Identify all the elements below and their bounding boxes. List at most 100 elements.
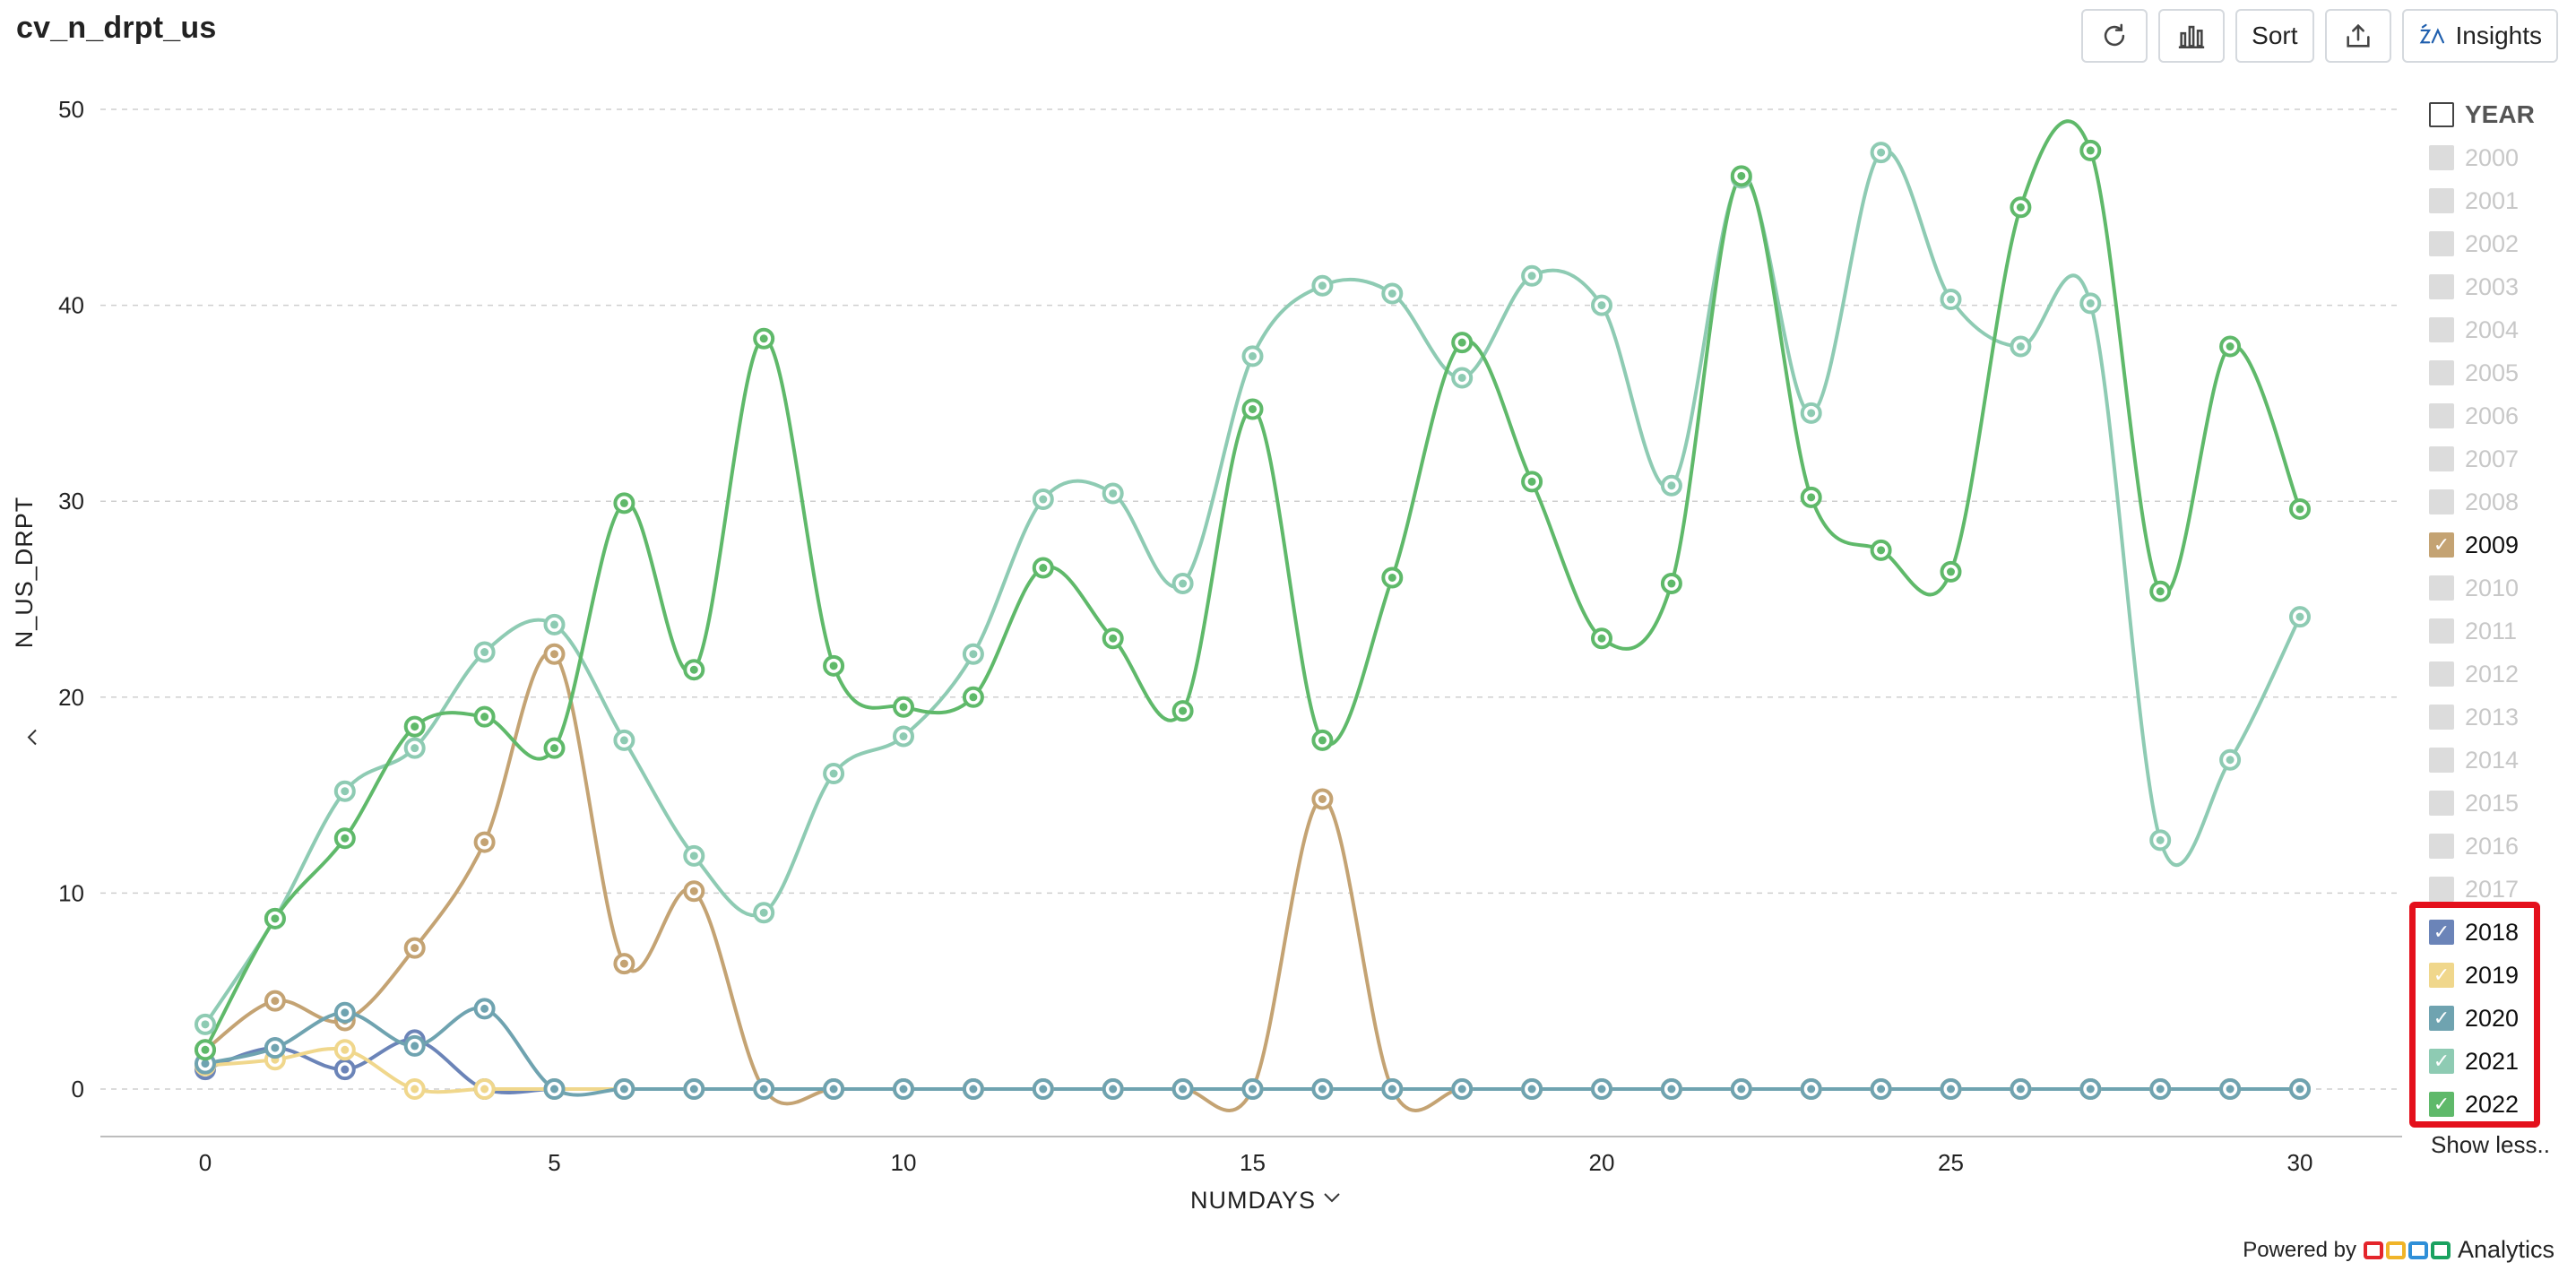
- data-point-2020[interactable]: [1171, 1078, 1194, 1100]
- data-point-2020[interactable]: [2219, 1078, 2242, 1100]
- legend-checkbox[interactable]: ✓: [2429, 963, 2454, 988]
- legend-item-2013[interactable]: 2013: [2429, 696, 2569, 739]
- legend-header[interactable]: YEAR: [2429, 93, 2569, 136]
- refresh-button[interactable]: [2081, 9, 2148, 63]
- legend-item-2014[interactable]: 2014: [2429, 739, 2569, 782]
- legend-item-2015[interactable]: 2015: [2429, 782, 2569, 825]
- data-point-2009[interactable]: [1311, 788, 1334, 810]
- data-point-2021[interactable]: [1451, 367, 1474, 389]
- data-point-2021[interactable]: [2010, 335, 2032, 358]
- legend-item-2017[interactable]: 2017: [2429, 868, 2569, 911]
- legend-checkbox[interactable]: [2429, 705, 2454, 730]
- legend-checkbox[interactable]: [2429, 317, 2454, 342]
- legend-item-2001[interactable]: 2001: [2429, 179, 2569, 222]
- legend-checkbox[interactable]: ✓: [2429, 920, 2454, 945]
- data-point-2022[interactable]: [1870, 539, 1892, 561]
- data-point-2021[interactable]: [893, 725, 914, 748]
- data-point-2021[interactable]: [1660, 474, 1682, 497]
- data-point-2022[interactable]: [1660, 573, 1682, 595]
- data-point-2022[interactable]: [1102, 627, 1124, 650]
- legend-checkbox[interactable]: [2429, 661, 2454, 687]
- data-point-2021[interactable]: [683, 844, 705, 867]
- data-point-2022[interactable]: [1451, 332, 1474, 354]
- data-point-2022[interactable]: [1381, 566, 1404, 589]
- legend-item-2008[interactable]: 2008: [2429, 480, 2569, 523]
- data-point-2022[interactable]: [1032, 557, 1054, 579]
- data-point-2022[interactable]: [1311, 729, 1334, 751]
- chevron-down-icon[interactable]: [1324, 1193, 1340, 1203]
- data-point-2020[interactable]: [962, 1078, 984, 1100]
- data-point-2020[interactable]: [1032, 1078, 1054, 1100]
- data-point-2009[interactable]: [613, 953, 635, 975]
- data-point-2018[interactable]: [333, 1059, 356, 1081]
- data-point-2020[interactable]: [2149, 1078, 2172, 1100]
- data-point-2020[interactable]: [683, 1078, 705, 1100]
- data-point-2022[interactable]: [1521, 471, 1543, 493]
- sort-button[interactable]: Sort: [2235, 9, 2314, 63]
- legend-item-2011[interactable]: 2011: [2429, 610, 2569, 653]
- data-point-2019[interactable]: [473, 1078, 496, 1100]
- legend-item-2020[interactable]: ✓ 2020: [2429, 997, 2569, 1040]
- data-point-2021[interactable]: [1241, 345, 1264, 367]
- data-point-2022[interactable]: [2079, 139, 2102, 161]
- data-point-2021[interactable]: [1311, 274, 1334, 297]
- data-point-2020[interactable]: [613, 1078, 635, 1100]
- legend-checkbox[interactable]: [2429, 575, 2454, 601]
- legend-item-2000[interactable]: 2000: [2429, 136, 2569, 179]
- data-point-2021[interactable]: [403, 737, 426, 759]
- data-point-2020[interactable]: [403, 1034, 426, 1057]
- data-point-2021[interactable]: [333, 780, 356, 802]
- legend-item-2016[interactable]: 2016: [2429, 825, 2569, 868]
- data-point-2020[interactable]: [1381, 1078, 1404, 1100]
- data-point-2022[interactable]: [1591, 627, 1612, 650]
- data-point-2022[interactable]: [823, 654, 845, 677]
- legend-checkbox[interactable]: [2429, 403, 2454, 428]
- legend-checkbox[interactable]: ✓: [2429, 1006, 2454, 1031]
- data-point-2022[interactable]: [333, 827, 356, 850]
- data-point-2021[interactable]: [543, 613, 566, 636]
- insights-button[interactable]: Insights: [2401, 9, 2558, 63]
- data-point-2022[interactable]: [1241, 398, 1264, 420]
- legend-checkbox[interactable]: ✓: [2429, 1049, 2454, 1074]
- data-point-2021[interactable]: [823, 763, 845, 785]
- data-point-2020[interactable]: [1311, 1078, 1334, 1100]
- data-point-2021[interactable]: [1940, 289, 1962, 311]
- legend-item-2007[interactable]: 2007: [2429, 437, 2569, 480]
- data-point-2020[interactable]: [1730, 1078, 1752, 1100]
- legend-checkbox[interactable]: [2429, 274, 2454, 299]
- y-axis-title[interactable]: N_US_DRPT: [11, 497, 38, 649]
- data-point-2020[interactable]: [543, 1078, 566, 1100]
- legend-item-2019[interactable]: ✓ 2019: [2429, 954, 2569, 997]
- data-point-2020[interactable]: [1660, 1078, 1682, 1100]
- data-point-2021[interactable]: [1870, 142, 1892, 164]
- data-point-2020[interactable]: [333, 1001, 356, 1024]
- data-point-2021[interactable]: [1521, 264, 1543, 287]
- legend-checkbox[interactable]: [2429, 791, 2454, 816]
- export-button[interactable]: [2324, 9, 2391, 63]
- data-point-2022[interactable]: [613, 492, 635, 514]
- data-point-2021[interactable]: [1102, 482, 1124, 505]
- data-point-2019[interactable]: [333, 1039, 356, 1061]
- data-point-2021[interactable]: [2149, 829, 2172, 852]
- legend-item-2022[interactable]: ✓ 2022: [2429, 1083, 2569, 1126]
- show-less-link[interactable]: Show less..: [2431, 1131, 2550, 1158]
- legend-item-2010[interactable]: 2010: [2429, 566, 2569, 610]
- data-point-2022[interactable]: [893, 696, 914, 718]
- legend-item-2018[interactable]: ✓ 2018: [2429, 911, 2569, 954]
- data-point-2022[interactable]: [2289, 497, 2311, 520]
- data-point-2020[interactable]: [2079, 1078, 2102, 1100]
- data-point-2009[interactable]: [403, 937, 426, 959]
- data-point-2021[interactable]: [1800, 402, 1822, 424]
- data-point-2022[interactable]: [1730, 165, 1752, 187]
- data-point-2022[interactable]: [264, 907, 286, 929]
- data-point-2020[interactable]: [473, 998, 496, 1020]
- legend-item-2006[interactable]: 2006: [2429, 394, 2569, 437]
- data-point-2022[interactable]: [753, 327, 775, 350]
- chart-type-button[interactable]: [2158, 9, 2226, 63]
- data-point-2021[interactable]: [753, 902, 775, 924]
- legend-item-2005[interactable]: 2005: [2429, 351, 2569, 394]
- data-point-2020[interactable]: [1591, 1078, 1612, 1100]
- data-point-2020[interactable]: [823, 1078, 845, 1100]
- data-point-2021[interactable]: [962, 643, 984, 665]
- legend-checkbox[interactable]: [2429, 231, 2454, 256]
